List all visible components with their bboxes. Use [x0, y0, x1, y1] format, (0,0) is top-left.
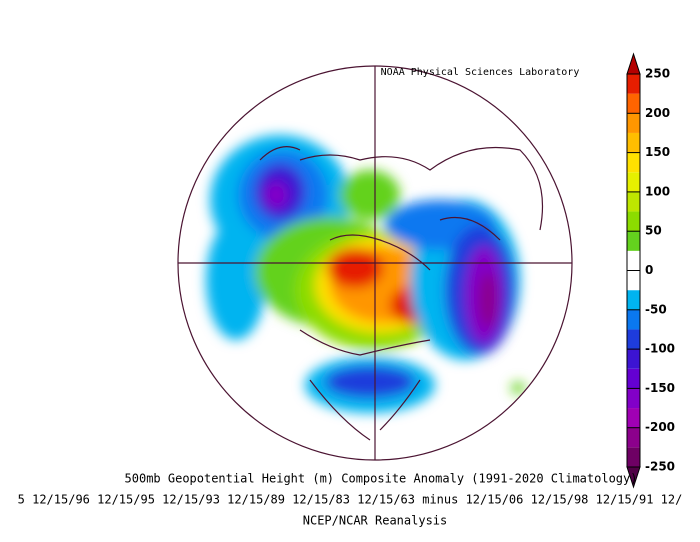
color-band	[627, 408, 640, 428]
color-band	[627, 132, 640, 153]
tick-label: 0	[645, 263, 653, 277]
color-band	[627, 93, 640, 114]
tick-label: -250	[645, 460, 675, 474]
color-band	[627, 152, 640, 173]
tick-label: 150	[645, 145, 670, 159]
color-band	[627, 211, 640, 232]
color-band	[627, 290, 640, 310]
color-band	[627, 172, 640, 192]
tick-label: -200	[645, 420, 675, 434]
over-triangle	[626, 52, 641, 75]
color-band	[627, 388, 640, 409]
anomaly-field	[206, 135, 525, 413]
map-frame	[177, 65, 573, 461]
caption-title: 500mb Geopotential Height (m) Composite …	[125, 472, 638, 486]
tick-label: 200	[645, 106, 670, 120]
tick-label: 100	[645, 184, 670, 198]
tick-label: -150	[645, 381, 675, 395]
color-band	[627, 309, 640, 330]
caption-source: NCEP/NCAR Reanalysis	[303, 514, 448, 528]
color-band	[627, 349, 640, 369]
tick-label: 50	[645, 224, 662, 238]
color-band	[627, 231, 640, 251]
color-band	[627, 427, 640, 448]
color-band	[627, 329, 640, 350]
color-band	[627, 113, 640, 133]
colorbar: 250 200 150 100 50 0 -50 -100 -150 -200 -250	[626, 52, 675, 489]
tick-label: 250	[645, 67, 670, 81]
tick-label: -50	[645, 302, 667, 316]
color-band	[627, 447, 640, 467]
color-band	[627, 270, 640, 291]
caption-periods: 5 12/15/96 12/15/95 12/15/93 12/15/89 12…	[18, 493, 683, 507]
color-band	[627, 191, 640, 212]
color-band	[627, 250, 640, 271]
tick-label: -100	[645, 342, 675, 356]
color-band	[627, 74, 640, 94]
credit: NOAA Physical Sciences Laboratory	[381, 67, 580, 78]
color-band	[627, 368, 640, 389]
